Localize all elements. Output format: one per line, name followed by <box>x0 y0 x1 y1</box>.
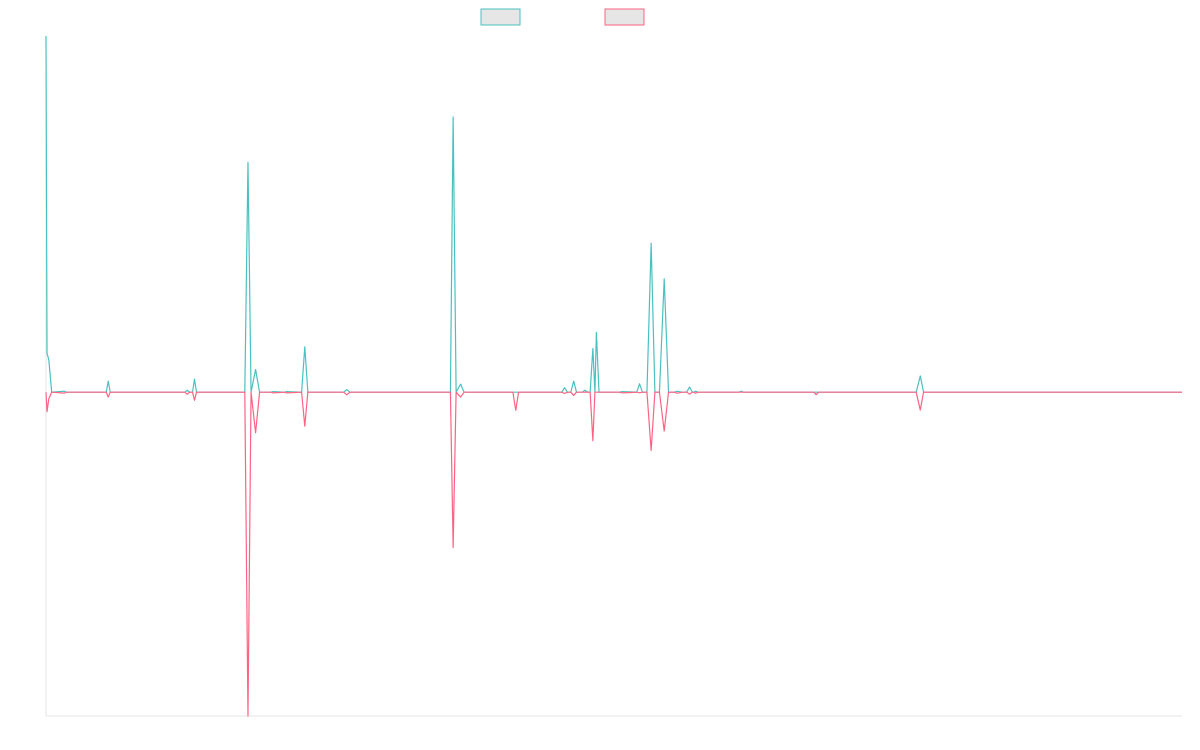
legend[interactable] <box>480 8 645 26</box>
series-line-1 <box>45 35 1182 393</box>
legend-swatch-1[interactable] <box>480 8 521 26</box>
plot-area <box>45 35 1182 717</box>
legend-swatch-2[interactable] <box>604 8 645 26</box>
series-line-2 <box>45 391 1182 717</box>
axes <box>45 36 1182 717</box>
